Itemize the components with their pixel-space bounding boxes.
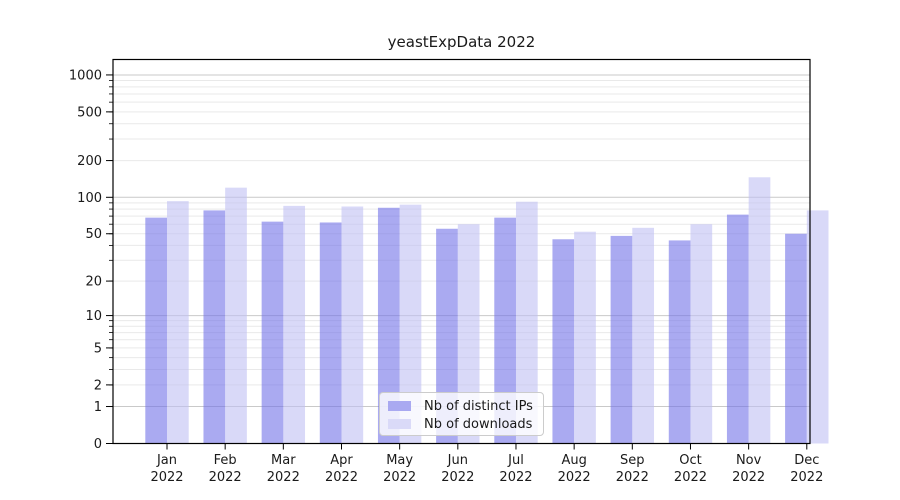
bar-downloads xyxy=(225,187,247,444)
x-tick-label: Oct xyxy=(679,453,701,468)
bar-distinct-ips xyxy=(377,207,400,444)
plot-frame xyxy=(112,58,811,445)
y-tick-label: 1 xyxy=(94,400,102,415)
chart-title: yeastExpData 2022 xyxy=(387,33,536,51)
x-tick-label-year: 2022 xyxy=(616,470,649,485)
x-tick-label: Jul xyxy=(507,453,524,468)
y-tick-label: 10 xyxy=(85,309,102,324)
legend-swatch-distinct-ips xyxy=(388,401,411,411)
legend-item: Nb of distinct IPs xyxy=(380,397,543,415)
x-tick-label-year: 2022 xyxy=(267,470,300,485)
bar-distinct-ips xyxy=(319,222,342,444)
bar-downloads xyxy=(457,224,480,444)
x-tick-label-year: 2022 xyxy=(441,470,474,485)
bar-downloads xyxy=(748,177,771,444)
legend-item: Nb of downloads xyxy=(380,415,543,433)
legend: Nb of distinct IPs Nb of downloads xyxy=(379,392,544,436)
bar-downloads xyxy=(167,201,189,444)
bar-downloads xyxy=(806,210,829,444)
x-tick-label: Jun xyxy=(447,453,468,468)
x-tick-label-year: 2022 xyxy=(209,470,242,485)
x-tick-label: May xyxy=(386,453,413,468)
bar-distinct-ips xyxy=(261,221,284,444)
x-tick-label-year: 2022 xyxy=(790,470,823,485)
bar-distinct-ips xyxy=(436,228,458,444)
bar-distinct-ips xyxy=(494,217,516,444)
bar-downloads xyxy=(690,224,713,444)
bar-distinct-ips xyxy=(610,235,633,444)
legend-label: Nb of distinct IPs xyxy=(424,398,533,414)
x-tick-label: Apr xyxy=(330,453,353,468)
bar-downloads xyxy=(341,206,364,444)
y-tick-label: 200 xyxy=(77,154,102,169)
x-tick-label: Jan xyxy=(156,453,177,468)
x-tick-label: Sep xyxy=(620,453,645,468)
y-tick-label: 1000 xyxy=(69,68,102,83)
legend-label: Nb of downloads xyxy=(424,416,533,432)
x-tick-label: Aug xyxy=(561,453,586,468)
x-tick-label: Nov xyxy=(736,453,762,468)
x-tick-label: Feb xyxy=(214,453,237,468)
bar-downloads xyxy=(399,204,422,444)
bar-distinct-ips xyxy=(668,240,691,444)
bar-distinct-ips xyxy=(785,233,807,444)
x-tick-label: Dec xyxy=(794,453,819,468)
bar-downloads xyxy=(632,227,655,444)
bar-downloads xyxy=(515,201,538,444)
y-tick-label: 5 xyxy=(94,341,102,356)
x-tick-label-year: 2022 xyxy=(325,470,358,485)
y-tick-label: 500 xyxy=(77,105,102,120)
bar-distinct-ips xyxy=(145,217,167,444)
bar-distinct-ips xyxy=(203,210,226,444)
x-tick-label-year: 2022 xyxy=(499,470,532,485)
x-tick-label-year: 2022 xyxy=(150,470,183,485)
x-tick-label-year: 2022 xyxy=(558,470,591,485)
x-tick-label-year: 2022 xyxy=(674,470,707,485)
bar-downloads xyxy=(574,231,596,444)
y-tick-label: 2 xyxy=(94,378,102,393)
x-tick-label: Mar xyxy=(271,453,296,468)
x-tick-label-year: 2022 xyxy=(383,470,416,485)
bar-distinct-ips xyxy=(726,214,749,444)
y-tick-label: 50 xyxy=(85,227,102,242)
bar-downloads xyxy=(283,205,306,444)
bar-distinct-ips xyxy=(552,239,575,444)
y-tick-label: 100 xyxy=(77,191,102,206)
x-tick-label-year: 2022 xyxy=(732,470,765,485)
y-tick-label: 20 xyxy=(85,275,102,290)
legend-swatch-downloads xyxy=(388,419,411,429)
y-tick-label: 0 xyxy=(94,437,102,452)
